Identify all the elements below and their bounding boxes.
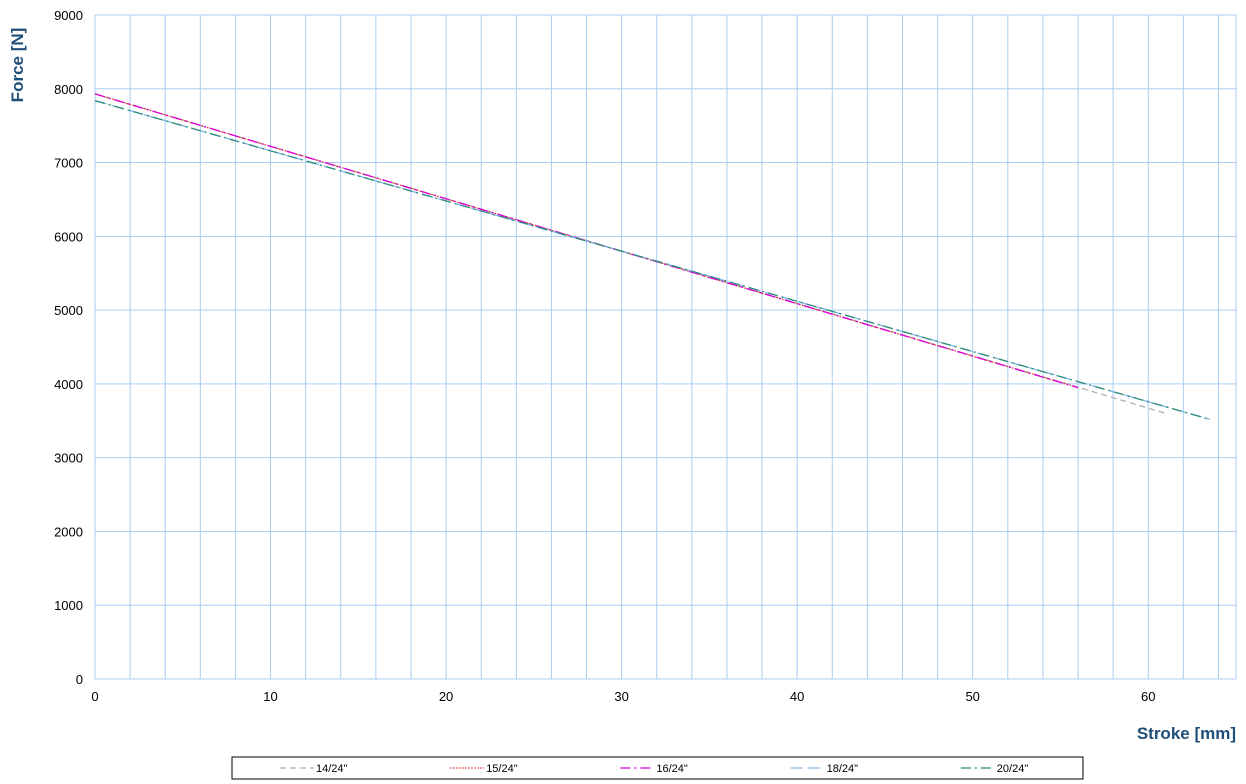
x-axis-title: Stroke [mm] [1137,724,1236,743]
y-tick-label: 3000 [54,451,83,466]
series-line [94,99,1210,420]
series-lines [94,93,1210,420]
y-tick-label: 9000 [54,8,83,23]
y-tick-label: 0 [76,672,83,687]
y-tick-labels: 0 1000 2000 3000 4000 5000 6000 7000 8000 9000 [54,8,83,687]
legend-label: 16/24" [656,763,688,775]
legend: 14/24" 15/24" 16/24" 18/24" 20/24" [231,756,1084,780]
y-tick-label: 6000 [54,229,83,244]
x-tick-labels: 0 10 20 30 40 50 60 [91,689,1155,704]
x-tick-label: 30 [614,689,628,704]
series-line [94,93,1079,389]
y-tick-label: 7000 [54,156,83,171]
legend-label: 18/24" [827,763,859,775]
y-tick-label: 5000 [54,303,83,318]
legend-label: 15/24" [486,763,518,775]
x-tick-label: 40 [790,689,804,704]
legend-label: 14/24" [316,763,348,775]
x-tick-label: 50 [965,689,979,704]
x-tick-label: 20 [439,689,453,704]
x-tick-label: 60 [1141,689,1155,704]
series-line [94,99,1210,420]
legend-box [231,756,1084,780]
y-tick-label: 1000 [54,598,83,613]
x-tick-label: 0 [91,689,98,704]
y-tick-label: 8000 [54,82,83,97]
y-axis-title: Force [N] [8,28,27,103]
y-tick-label: 2000 [54,524,83,539]
plot-area [94,14,1237,680]
legend-label: 20/24" [997,763,1029,775]
y-tick-label: 4000 [54,377,83,392]
x-tick-label: 10 [263,689,277,704]
grid [94,14,1236,680]
